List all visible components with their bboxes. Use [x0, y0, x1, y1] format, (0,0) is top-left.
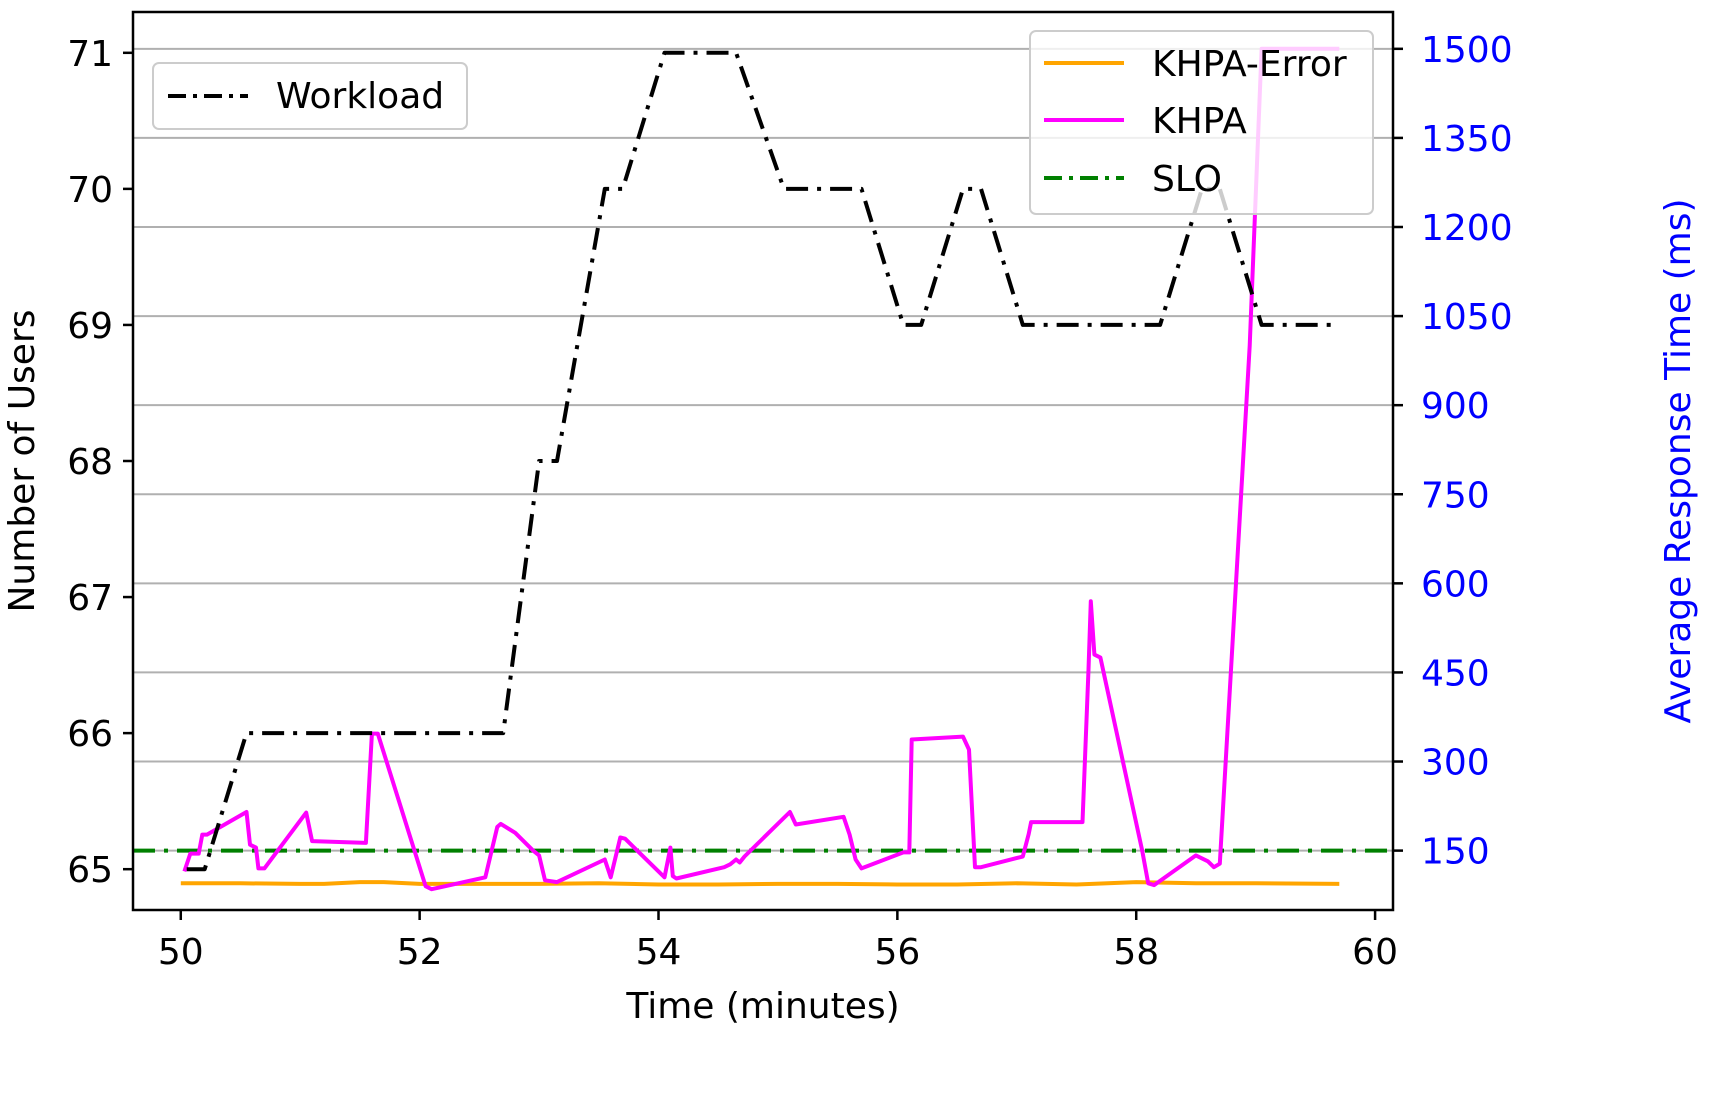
- y-axis-left-title: Number of Users: [2, 309, 43, 612]
- x-tick-label: 60: [1352, 932, 1398, 973]
- legend-label-khpa: KHPA: [1152, 101, 1247, 142]
- legend-response-time: KHPA-Error KHPA SLO: [1029, 30, 1374, 215]
- legend-label-workload: Workload: [276, 76, 444, 117]
- y-left-tick-label: 71: [67, 34, 113, 75]
- y-right-tick-label: 300: [1421, 743, 1490, 784]
- x-tick-label: 50: [158, 932, 204, 973]
- series-line-khpa-error: [180, 880, 1340, 887]
- y-right-tick-label: 450: [1421, 653, 1490, 694]
- y-left-tick-label: 65: [67, 850, 113, 891]
- y-right-tick-label: 900: [1421, 386, 1490, 427]
- y-left-tick-label: 70: [67, 170, 113, 211]
- legend-box: [1029, 30, 1374, 215]
- y-left-tick-label: 68: [67, 442, 113, 483]
- x-tick-label: 54: [636, 932, 682, 973]
- y-right-tick-label: 1500: [1421, 30, 1513, 71]
- x-tick-label: 52: [397, 932, 443, 973]
- y-axis-left: 65 66 67 68 69 70 71: [67, 34, 133, 891]
- x-axis-title: Time (minutes): [625, 986, 899, 1027]
- y-left-tick-label: 67: [67, 578, 113, 619]
- y-right-tick-label: 750: [1421, 475, 1490, 516]
- y-left-tick-label: 69: [67, 306, 113, 347]
- x-tick-label: 56: [874, 932, 920, 973]
- series-layer: [133, 46, 1393, 892]
- y-right-tick-label: 1350: [1421, 119, 1513, 160]
- legend-label-khpa-error: KHPA-Error: [1152, 44, 1347, 85]
- x-tick-label: 58: [1113, 932, 1159, 973]
- y-axis-right-title: Average Response Time (ms): [1658, 198, 1699, 723]
- series-line-khpa: [182, 46, 1340, 892]
- y-right-tick-label: 600: [1421, 564, 1490, 605]
- legend-workload: Workload: [152, 62, 468, 130]
- y-right-tick-label: 1200: [1421, 208, 1513, 249]
- y-left-tick-label: 66: [67, 714, 113, 755]
- y-axis-right: 150 300 450 600 750 900 1050 1200 1350 1500: [1393, 30, 1513, 873]
- y-right-tick-label: 1050: [1421, 297, 1513, 338]
- legend-box: [152, 62, 468, 130]
- legend-label-slo: SLO: [1152, 159, 1222, 200]
- x-axis: 50 52 54 56 58 60: [158, 910, 1398, 973]
- y-right-tick-label: 150: [1421, 832, 1490, 873]
